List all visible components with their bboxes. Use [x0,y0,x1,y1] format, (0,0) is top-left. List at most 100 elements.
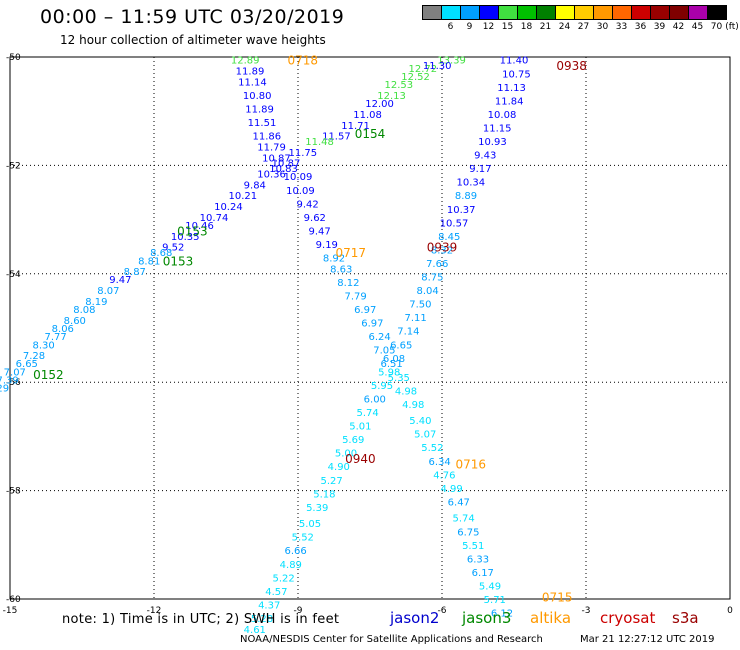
swh-value: 10.75 [502,69,531,80]
swh-value: 9.84 [244,180,266,191]
swh-value: 8.63 [330,264,352,275]
swh-value: 5.00 [335,449,357,460]
swh-value: 6.65 [390,340,412,351]
swh-value: 8.32 [431,245,453,256]
swh-value: 6.75 [457,527,479,538]
swh-value: 10.57 [440,218,469,229]
swh-value: 7.29 [0,384,9,395]
y-tick-label: -52 [6,161,21,171]
swh-value: 7.14 [397,327,419,338]
swh-value: 10.35 [171,232,200,243]
swh-value: 10.87 [262,153,291,164]
swh-value: 11.14 [238,77,267,88]
swh-value: 11.75 [288,148,317,159]
swh-value: 10.21 [228,191,257,202]
pass-label: 0153 [177,224,208,238]
swh-value: 9.43 [474,151,496,162]
swh-value: 12.13 [377,91,406,102]
swh-value: 6.66 [284,546,306,557]
swh-value: 5.05 [299,519,321,530]
swh-value: 10.34 [456,178,485,189]
swh-value: 5.95 [371,381,393,392]
pass-label: 0715 [542,590,573,604]
colorbar-label: 36 [634,22,647,32]
swh-value: 7.07 [4,367,26,378]
swh-value: 12.53 [384,80,413,91]
swh-value: 4.89 [280,560,302,571]
swh-value: 5.07 [414,430,436,441]
swh-value: 8.12 [337,278,359,289]
swh-value: 12.00 [365,99,394,110]
swh-value: 8.06 [52,324,74,335]
swh-value: 4.61 [244,625,266,636]
swh-value: 7.05 [373,346,395,357]
swh-value: 10.09 [284,172,313,183]
legend-cryosat: cryosat [600,609,656,627]
swh-value: 9.42 [296,199,318,210]
swh-value: 11.13 [497,83,526,94]
page-title: 00:00 – 11:59 UTC 03/20/2019 [40,6,345,28]
swh-value: 8.30 [32,340,54,351]
legend-s3a: s3a [672,609,699,627]
legend-jason3: jason3 [462,609,512,627]
swh-value: 6.17 [472,568,494,579]
swh-value: 12.72 [408,64,437,75]
page-subtitle: 12 hour collection of altimeter wave hei… [60,33,326,47]
swh-value: 5.35 [388,373,410,384]
note-text: note: 1) Time is in UTC; 2) SWH is in fe… [62,612,340,627]
swh-value: 7.11 [404,313,426,324]
swh-value: 7.79 [344,291,366,302]
swh-value: 9.17 [469,164,491,175]
swh-value: 5.98 [378,367,400,378]
swh-value: 11.51 [248,118,277,129]
x-tick-label: 0 [727,606,733,616]
swh-value: 11.30 [423,61,452,72]
swh-value: 8.07 [97,286,119,297]
swh-value: 11.40 [500,56,529,67]
swh-value: 5.74 [452,514,474,525]
x-tick-label: -9 [294,606,303,616]
swh-value: 5.39 [306,503,328,514]
pass-label: 0718 [288,54,319,68]
swh-value: 10.08 [488,110,517,121]
x-tick-label: -3 [582,606,591,616]
swh-value: 7.66 [426,259,448,270]
pass-label: 0717 [336,246,367,260]
swh-value: 6.65 [16,359,38,370]
swh-value: 8.45 [438,232,460,243]
swh-value: 9.47 [308,226,330,237]
pass-label: 0938 [556,59,587,73]
swh-value: 7.77 [44,332,66,343]
swh-value: 11.57 [322,132,351,143]
swh-value: 8.92 [323,254,345,265]
swh-value: 6.08 [383,354,405,365]
credit-text: NOAA/NESDIS Center for Satellite Applica… [240,634,543,645]
colorbar-label: 9 [466,22,473,32]
swh-value: 10.93 [478,137,507,148]
pass-label: 0154 [355,127,386,141]
swh-value: 7.28 [23,351,45,362]
swh-value: 10.46 [185,221,214,232]
legend-altika: altika [530,609,572,627]
swh-value: 11.15 [483,123,512,134]
swh-value: 6.97 [354,305,376,316]
swh-value: 6.34 [428,457,450,468]
y-tick-label: -60 [6,595,21,605]
timestamp-text: Mar 21 12:27:12 UTC 2019 [580,634,715,645]
colorbar-label: 70 [710,22,723,32]
swh-value: 4.57 [265,587,287,598]
y-tick-label: -58 [6,487,21,497]
colorbar-label: 45 [691,22,704,32]
colorbar-label: 12 [482,22,495,32]
swh-value: 5.51 [462,541,484,552]
colorbar-label: 6 [447,22,454,32]
plot-frame [9,56,731,600]
swh-value: 10.37 [447,205,476,216]
pass-label: 0152 [33,368,64,382]
swh-value: 4.37 [258,600,280,611]
swh-value: 8.87 [124,267,146,278]
swh-value: 5.74 [356,408,378,419]
swh-value: 7.50 [409,300,431,311]
swh-value: 8.89 [455,191,477,202]
